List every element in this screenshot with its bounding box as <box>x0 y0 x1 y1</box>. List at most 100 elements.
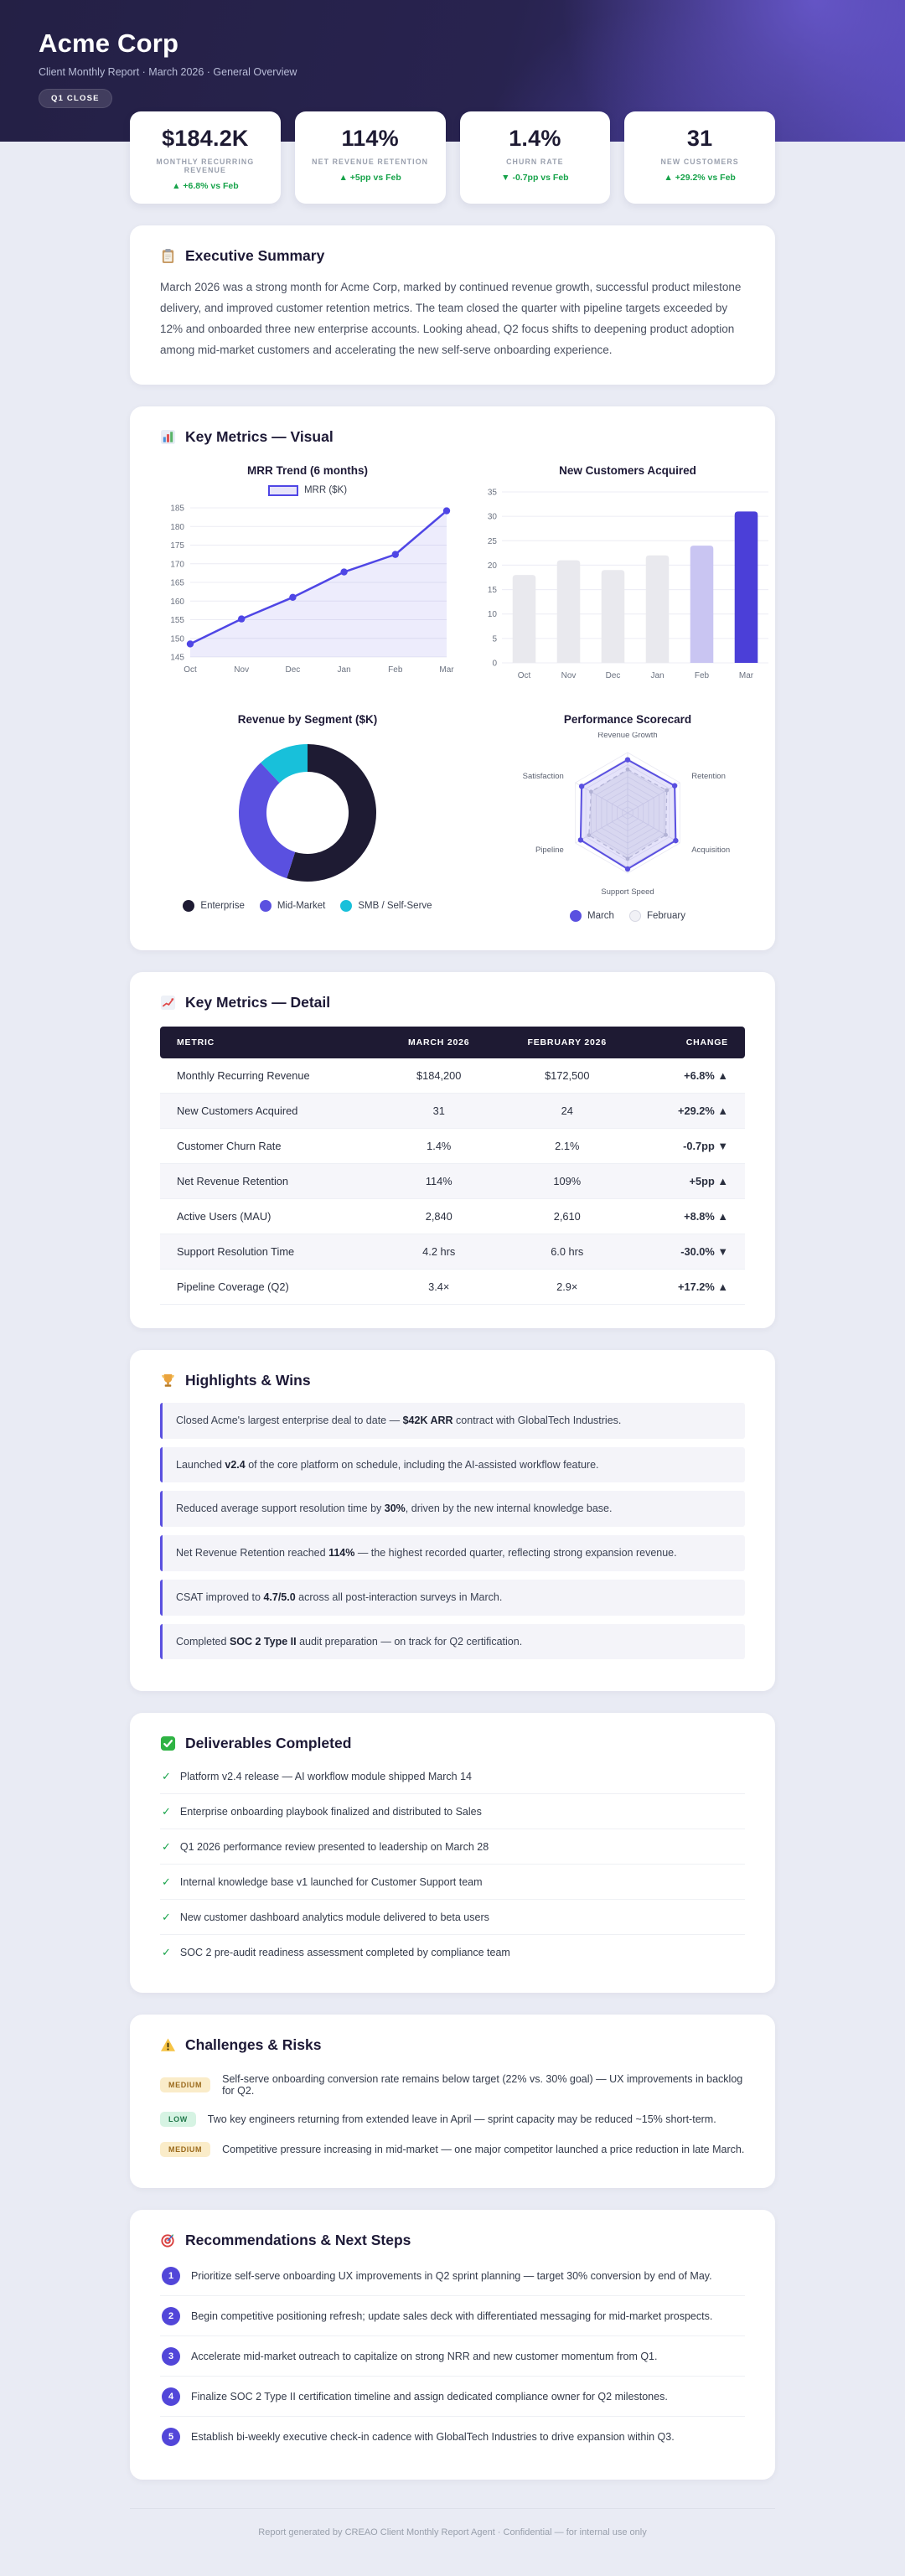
recommendation-text: Finalize SOC 2 Type II certification tim… <box>191 2390 668 2403</box>
legend-swatch <box>267 484 298 496</box>
section-recommendations: Recommendations & Next Steps 1 Prioritize… <box>130 2210 775 2480</box>
svg-text:185: 185 <box>170 504 184 513</box>
deliverable-text: SOC 2 pre-audit readiness assessment com… <box>179 1946 510 1958</box>
svg-text:Pipeline: Pipeline <box>535 846 564 855</box>
svg-text:165: 165 <box>170 578 184 587</box>
metric-march: 2,840 <box>380 1198 498 1234</box>
step-number: 2 <box>162 2306 180 2325</box>
svg-text:175: 175 <box>170 541 184 551</box>
kpi-card: $184.2K MONTHLY RECURRING REVENUE ▲ +6.8% … <box>130 111 281 204</box>
deliverable-item: ✓ Internal knowledge base v1 launched for… <box>160 1865 745 1901</box>
svg-text:Satisfaction: Satisfaction <box>523 772 564 781</box>
metrics-column-header: FEBRUARY 2026 <box>497 1026 638 1058</box>
table-row: Active Users (MAU) 2,840 2,610 +8.8% ▲ <box>160 1198 745 1234</box>
svg-text:Mar: Mar <box>439 665 454 675</box>
quarter-badge: Q1 CLOSE <box>39 89 112 108</box>
checkmark-icon: ✓ <box>162 1945 171 1958</box>
legend-item: March <box>570 909 614 922</box>
metric-february: 109% <box>497 1163 638 1199</box>
section-deliverables: Deliverables Completed ✓ Platform v2.4 re… <box>130 1713 775 1994</box>
kpi-label: MONTHLY RECURRING REVENUE <box>156 158 255 174</box>
radar-legend: March February <box>570 909 685 922</box>
table-row: Net Revenue Retention 114% 109% +5pp ▲ <box>160 1163 745 1199</box>
svg-text:Nov: Nov <box>561 671 577 680</box>
chart-mrr-trend: MRR Trend (6 months) MRR ($K) 145 150 155 1… <box>160 464 455 685</box>
legend-swatch <box>259 899 272 912</box>
severity-badge: MEDIUM <box>160 2077 211 2093</box>
target-icon <box>161 2234 174 2248</box>
svg-text:Dec: Dec <box>286 665 301 675</box>
legend-label: MRR ($K) <box>303 485 348 496</box>
chart-title: Performance Scorecard <box>563 712 692 726</box>
legend-item: February <box>628 909 685 922</box>
deliverable-item: ✓ Platform v2.4 release — AI workflow mod… <box>160 1759 745 1795</box>
severity-badge: MEDIUM <box>160 2142 211 2158</box>
metric-march: 4.2 hrs <box>380 1234 498 1270</box>
check-icon <box>160 1736 176 1751</box>
section-title-row: Executive Summary <box>160 247 745 265</box>
section-title-row: Key Metrics — Visual <box>160 428 745 446</box>
svg-text:Support Speed: Support Speed <box>601 887 654 897</box>
table-row: New Customers Acquired 31 24 +29.2% ▲ <box>160 1093 745 1129</box>
legend-label: March <box>587 910 614 921</box>
metric-march: 31 <box>380 1093 498 1129</box>
metric-name: Active Users (MAU) <box>160 1198 381 1234</box>
legend-swatch <box>628 909 641 922</box>
deliverable-item: ✓ New customer dashboard analytics module… <box>160 1900 745 1936</box>
svg-text:160: 160 <box>170 597 184 607</box>
revenue-donut-chart <box>227 732 388 893</box>
svg-text:145: 145 <box>170 653 184 662</box>
metric-name: Monthly Recurring Revenue <box>160 1058 381 1094</box>
svg-text:Mar: Mar <box>739 671 754 680</box>
metric-february: 2,610 <box>497 1198 638 1234</box>
metric-february: 2.9× <box>497 1269 638 1305</box>
metric-march: 1.4% <box>380 1128 498 1164</box>
svg-text:Dec: Dec <box>606 671 621 680</box>
recommendation-text: Begin competitive positioning refresh; u… <box>191 2310 713 2322</box>
metric-name: Pipeline Coverage (Q2) <box>160 1269 381 1305</box>
table-row: Monthly Recurring Revenue $184,200 $172,50… <box>160 1058 745 1094</box>
metrics-table: METRIC MARCH 2026 FEBRUARY 2026 CHANGE Mont… <box>160 1026 745 1305</box>
risk-item: LOW Two key engineers returning from exte… <box>160 2104 745 2134</box>
section-executive-summary: Executive Summary March 2026 was a stron… <box>130 225 775 385</box>
metrics-column-header: MARCH 2026 <box>380 1026 498 1058</box>
kpi-label: NET REVENUE RETENTION <box>312 158 429 166</box>
svg-text:Revenue Growth: Revenue Growth <box>597 732 657 740</box>
svg-text:0: 0 <box>492 659 497 668</box>
warning-icon <box>160 2038 176 2052</box>
step-number: 3 <box>162 2346 180 2366</box>
risk-item: MEDIUM Competitive pressure increasing in… <box>160 2134 745 2165</box>
metric-change: -0.7pp ▼ <box>637 1128 745 1164</box>
kpi-value: 114% <box>341 126 399 151</box>
svg-text:Feb: Feb <box>388 665 403 675</box>
section-key-metrics-visual: Key Metrics — Visual MRR Trend (6 months… <box>130 406 775 950</box>
scorecard-radar-chart: Revenue Growth Retention Acquisition Suppor… <box>485 732 770 903</box>
chart-performance-radar: Performance Scorecard Revenue Growth Rete… <box>480 713 775 927</box>
svg-text:Oct: Oct <box>184 665 197 675</box>
kpi-delta: ▲ +6.8% vs Feb <box>172 181 239 191</box>
chart-new-customers: New Customers Acquired 0 5 10 15 20 25 30 35 Oct… <box>480 464 775 685</box>
recommendation-item: 2 Begin competitive positioning refresh; … <box>160 2296 745 2337</box>
legend-swatch <box>183 899 195 912</box>
legend-item: SMB / Self-Serve <box>340 899 432 912</box>
risk-item: MEDIUM Self-serve onboarding conversion r… <box>160 2066 745 2104</box>
metric-march: $184,200 <box>380 1058 498 1094</box>
checkmark-icon: ✓ <box>162 1875 171 1888</box>
svg-text:5: 5 <box>492 634 497 644</box>
kpi-delta: ▼ -0.7pp vs Feb <box>501 173 569 183</box>
highlight-item: Launched v2.4 of the core platform on sc… <box>160 1446 745 1483</box>
svg-text:30: 30 <box>488 513 498 522</box>
legend-item: Enterprise <box>183 899 245 912</box>
deliverables-list: ✓ Platform v2.4 release — AI workflow mod… <box>160 1759 745 1969</box>
metric-name: New Customers Acquired <box>160 1093 381 1129</box>
metric-february: $172,500 <box>497 1058 638 1094</box>
report-footer: Report generated by CREAO Client Monthly… <box>130 2508 775 2573</box>
svg-text:20: 20 <box>488 561 498 571</box>
recommendation-item: 5 Establish bi-weekly executive check-in … <box>160 2417 745 2456</box>
kpi-delta: ▲ +29.2% vs Feb <box>664 173 736 183</box>
svg-text:35: 35 <box>488 488 498 497</box>
metrics-column-header: METRIC <box>160 1026 381 1058</box>
kpi-label: NEW CUSTOMERS <box>660 158 739 166</box>
charts-grid: MRR Trend (6 months) MRR ($K) 145 150 155 1… <box>160 464 768 927</box>
